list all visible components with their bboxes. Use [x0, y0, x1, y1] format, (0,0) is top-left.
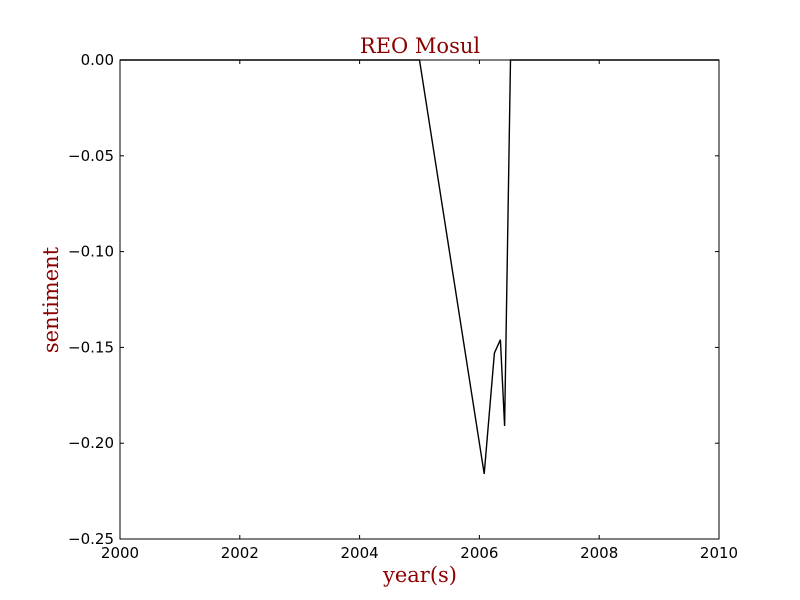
series-line: [120, 59, 719, 475]
y-tick-label: −0.10: [68, 243, 114, 261]
x-tick-label: 2000: [101, 544, 139, 562]
x-tick-label: 2006: [460, 544, 498, 562]
y-tick-label: −0.25: [68, 530, 114, 548]
y-tick-label: 0.00: [81, 51, 114, 69]
x-tick-label: 2010: [700, 544, 738, 562]
x-tick-label: 2002: [221, 544, 259, 562]
plot-frame: [119, 59, 720, 540]
y-tick-label: −0.05: [68, 147, 114, 165]
x-tick-label: 2008: [580, 544, 618, 562]
series-layer: [120, 59, 719, 475]
x-tick-label: 2004: [341, 544, 379, 562]
chart-title: REO Mosul: [360, 34, 480, 58]
y-tick-label: −0.15: [68, 338, 114, 356]
ticks-layer: 2000 2002 2004 2006 2008 2010 0.00 −0.05 −0.10 −0…: [68, 51, 738, 562]
y-tick-label: −0.20: [68, 434, 114, 452]
x-axis-label: year(s): [382, 563, 457, 587]
y-axis-label: sentiment: [39, 246, 63, 353]
